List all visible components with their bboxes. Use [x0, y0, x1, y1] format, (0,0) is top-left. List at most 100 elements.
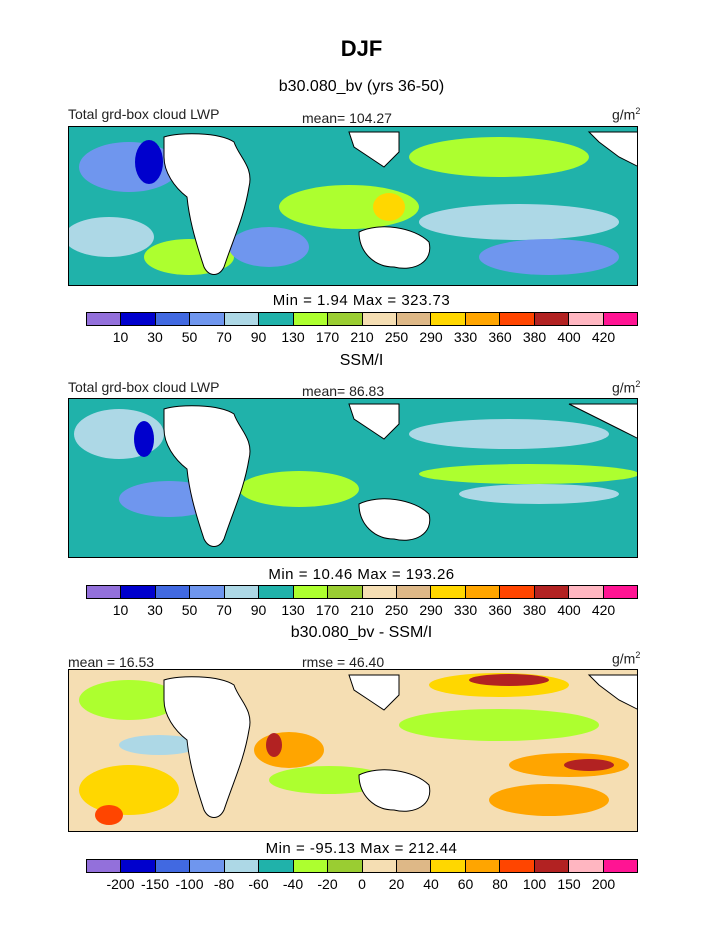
- colorbar-swatch: [121, 586, 156, 598]
- tick-label: 60: [457, 876, 474, 892]
- colorbar-swatch: [396, 313, 432, 325]
- tick-label: 400: [557, 602, 581, 618]
- field-patch: [409, 419, 609, 449]
- panel3-colorbar-ticks: -200 -150 -100 -80 -60 -40 -20 0 20 40 6…: [86, 876, 638, 892]
- panel3-colorbar: [86, 859, 638, 873]
- field-patch: [229, 227, 309, 267]
- field-patch: [373, 193, 405, 221]
- tick-label: 330: [453, 329, 478, 345]
- panel3-unit: g/m2: [612, 650, 641, 667]
- colorbar-swatch: [259, 586, 294, 598]
- tick-label: 170: [315, 602, 340, 618]
- tick-label: 420: [591, 602, 616, 618]
- panel3-stats: Min = -95.13 Max = 212.44: [265, 840, 458, 857]
- field-patch: [479, 239, 619, 275]
- tick-label: -60: [248, 876, 269, 892]
- panel1-mean-label: mean= 104.27: [302, 110, 392, 126]
- tick-label: 130: [281, 602, 305, 618]
- field-patch: [469, 674, 549, 686]
- tick-label: 30: [147, 602, 163, 618]
- field-patch: [489, 784, 609, 816]
- colorbar-swatch: [293, 586, 329, 598]
- panel1-colorbar: [86, 312, 638, 326]
- colorbar-swatch: [431, 586, 466, 598]
- panel1-map: [68, 126, 638, 286]
- tick-label: -20: [317, 876, 338, 892]
- americas-landmass: [568, 403, 637, 439]
- colorbar-swatch: [155, 586, 191, 598]
- panel1-stats: Min = 1.94 Max = 323.73: [272, 292, 451, 309]
- colorbar-swatch: [569, 860, 604, 872]
- panel2-stats: Min = 10.46 Max = 193.26: [268, 566, 455, 583]
- tick-label: 250: [384, 602, 409, 618]
- field-patch: [239, 471, 359, 507]
- colorbar-swatch: [224, 860, 260, 872]
- colorbar-swatch: [362, 860, 397, 872]
- tick-label: 290: [419, 329, 443, 345]
- colorbar-swatch: [465, 586, 501, 598]
- colorbar-swatch: [259, 860, 294, 872]
- panel3-map: [68, 669, 638, 832]
- tick-label: 50: [181, 329, 198, 345]
- tick-label: 360: [488, 602, 512, 618]
- colorbar-swatch: [87, 586, 122, 598]
- colorbar-swatch: [190, 860, 225, 872]
- tick-label: 90: [250, 329, 267, 345]
- panel2-mean-label: mean= 86.83: [302, 383, 385, 399]
- field-patch: [459, 484, 619, 504]
- tick-label: 0: [358, 876, 366, 892]
- panel2-subtitle: SSM/I: [339, 352, 384, 369]
- panel1-map-svg: [69, 127, 637, 285]
- americas-landmass: [587, 674, 637, 710]
- colorbar-swatch: [396, 586, 432, 598]
- colorbar-swatch: [569, 313, 604, 325]
- tick-label: 10: [112, 602, 129, 618]
- tick-label: 10: [112, 329, 129, 345]
- tick-label: 130: [281, 329, 305, 345]
- colorbar-swatch: [328, 313, 363, 325]
- colorbar-swatch: [121, 860, 156, 872]
- colorbar-swatch: [259, 313, 294, 325]
- field-patch: [95, 805, 123, 825]
- tick-label: 420: [591, 329, 616, 345]
- panel3-subtitle: b30.080_bv - SSM/I: [290, 624, 433, 641]
- tick-label: 40: [423, 876, 439, 892]
- colorbar-swatch: [224, 586, 260, 598]
- tick-label: -40: [282, 876, 304, 892]
- field-patch: [419, 204, 619, 240]
- colorbar-swatch: [293, 313, 329, 325]
- colorbar-swatch: [500, 860, 535, 872]
- colorbar-swatch: [362, 313, 397, 325]
- tick-label: 250: [384, 329, 409, 345]
- colorbar-swatch: [603, 586, 637, 598]
- figure-title: DJF: [340, 36, 383, 61]
- panel3-map-svg: [69, 670, 637, 831]
- field-patch: [269, 766, 389, 794]
- panel1-left-label: Total grd-box cloud LWP: [68, 106, 220, 122]
- colorbar-swatch: [569, 586, 604, 598]
- panel2-colorbar: [86, 585, 638, 599]
- field-patch: [564, 759, 614, 771]
- colorbar-swatch: [87, 860, 122, 872]
- colorbar-swatch: [603, 313, 637, 325]
- field-patch: [409, 137, 589, 177]
- tick-label: 210: [350, 329, 374, 345]
- tick-label: 170: [315, 329, 340, 345]
- panel2-left-label: Total grd-box cloud LWP: [68, 379, 220, 395]
- australia-landmass: [358, 769, 431, 812]
- colorbar-swatch: [431, 313, 466, 325]
- tick-label: -80: [213, 876, 235, 892]
- colorbar-swatch: [465, 860, 501, 872]
- tick-label: -100: [175, 876, 204, 892]
- australia-landmass: [358, 226, 431, 269]
- panel2-map-svg: [69, 399, 637, 557]
- tick-label: 30: [147, 329, 163, 345]
- tick-label: 200: [591, 876, 616, 892]
- africa-landmass: [163, 405, 251, 547]
- field-patch: [266, 733, 282, 757]
- colorbar-swatch: [328, 860, 363, 872]
- tick-label: 290: [419, 602, 443, 618]
- tick-label: 70: [216, 329, 232, 345]
- colorbar-swatch: [500, 313, 535, 325]
- tick-label: -200: [106, 876, 135, 892]
